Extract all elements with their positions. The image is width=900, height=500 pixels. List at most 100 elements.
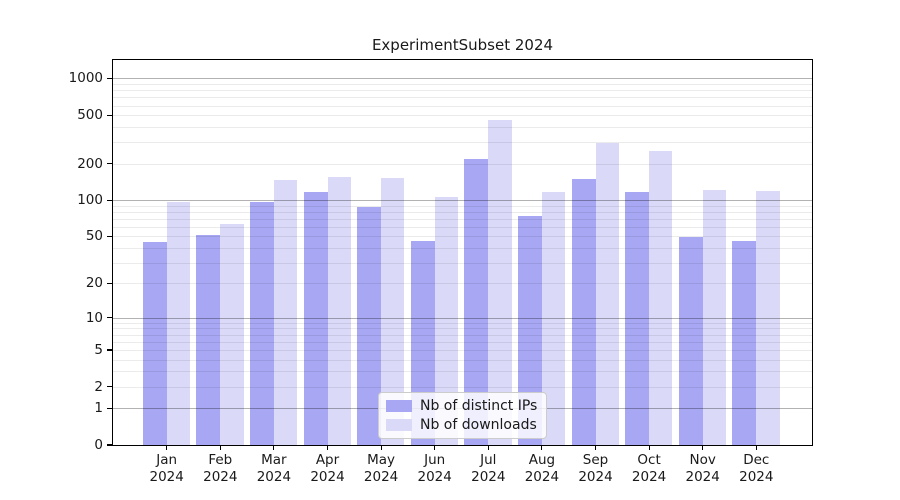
x-tick-label-feb: Feb 2024	[188, 452, 252, 486]
x-tick-label-mar: Mar 2024	[242, 452, 306, 486]
minor-gridline-80	[113, 211, 812, 213]
minor-gridline-800	[113, 90, 812, 92]
bar-distinct-ips-feb	[196, 235, 221, 445]
x-tick-year: 2024	[363, 469, 399, 485]
bar-downloads-aug	[541, 191, 566, 445]
x-tick-year: 2024	[524, 469, 560, 485]
minor-gridline-400	[113, 127, 812, 129]
bar-distinct-ips-mar	[249, 202, 274, 445]
legend-swatch	[386, 400, 412, 412]
minor-gridline-2	[113, 386, 812, 388]
y-tick-label-2: 2	[94, 378, 103, 395]
x-tick-month: Feb	[208, 452, 233, 468]
x-tick-month: Jan	[156, 452, 178, 468]
x-tick-month: Sep	[582, 452, 609, 468]
y-tick-mark-100	[107, 199, 112, 201]
legend-item-downloads: Nb of downloads	[386, 417, 537, 433]
x-tick-month: Dec	[743, 452, 770, 468]
x-tick-month: Jun	[424, 452, 446, 468]
minor-gridline-7	[113, 334, 812, 336]
y-tick-label-500: 500	[77, 107, 103, 124]
x-tick-year: 2024	[149, 469, 184, 485]
minor-gridline-9	[113, 322, 812, 324]
y-tick-mark-1000	[107, 77, 112, 80]
minor-gridline-600	[113, 105, 812, 107]
minor-gridline-6	[113, 341, 812, 343]
minor-gridline-700	[113, 97, 812, 99]
minor-gridline-3	[113, 371, 812, 373]
bar-distinct-ips-dec	[732, 240, 757, 445]
bar-downloads-nov	[702, 189, 726, 445]
y-tick-label-20: 20	[85, 275, 103, 292]
legend-swatch	[386, 419, 412, 431]
bar-distinct-ips-apr	[303, 191, 328, 445]
x-tick-label-may: May 2024	[349, 452, 413, 486]
y-tick-label-0: 0	[94, 437, 103, 453]
y-tick-label-5: 5	[94, 341, 103, 358]
bar-distinct-ips-oct	[625, 191, 650, 445]
minor-gridline-70	[113, 218, 812, 220]
bar-downloads-dec	[756, 191, 780, 445]
x-tick-month: Apr	[315, 452, 340, 468]
bar-downloads-jun	[434, 197, 458, 445]
bar-downloads-apr	[327, 177, 351, 445]
x-tick-year: 2024	[417, 469, 452, 485]
x-tick-mark-jun	[434, 445, 436, 450]
x-tick-month: May	[367, 452, 396, 468]
bar-downloads-oct	[649, 150, 673, 445]
x-tick-mark-mar	[273, 445, 275, 450]
y-tick-mark-20	[107, 282, 112, 285]
minor-gridline-40	[113, 247, 812, 249]
x-tick-year: 2024	[739, 469, 774, 485]
x-tick-label-sep: Sep 2024	[564, 452, 628, 486]
x-tick-year: 2024	[685, 469, 720, 485]
minor-gridline-5	[113, 349, 812, 351]
bar-downloads-may	[381, 178, 405, 445]
y-tick-mark-1	[107, 407, 112, 409]
x-tick-mark-feb	[219, 445, 221, 450]
bar-downloads-jan	[166, 202, 190, 445]
x-tick-label-nov: Nov 2024	[671, 452, 735, 486]
legend-label: Nb of downloads	[420, 417, 537, 433]
y-tick-mark-500	[107, 114, 112, 116]
major-gridline-10	[113, 317, 812, 319]
x-tick-year: 2024	[578, 469, 613, 485]
minor-gridline-30	[113, 262, 812, 264]
y-tick-label-1: 1	[94, 400, 103, 417]
minor-gridline-500	[113, 115, 812, 117]
x-tick-month: Oct	[637, 452, 661, 468]
minor-gridline-300	[113, 142, 812, 144]
bar-downloads-jul	[488, 120, 512, 445]
minor-gridline-200	[113, 163, 812, 165]
bar-downloads-feb	[220, 223, 244, 445]
plot-area: 0 1 2 5 10 20 50 100 200 500 1000 Jan 2024 Feb 2024 Mar…	[69, 59, 813, 485]
x-tick-month: Nov	[689, 452, 716, 468]
x-tick-mark-oct	[648, 445, 650, 450]
y-tick-label-200: 200	[77, 155, 103, 172]
y-tick-label-50: 50	[85, 228, 103, 245]
y-tick-mark-200	[107, 163, 112, 165]
x-tick-mark-nov	[702, 445, 704, 450]
y-tick-label-1000: 1000	[68, 70, 103, 87]
bar-downloads-mar	[273, 179, 298, 445]
y-tick-mark-0	[107, 444, 112, 446]
minor-gridline-8	[113, 328, 812, 330]
x-tick-label-aug: Aug 2024	[510, 452, 574, 486]
x-tick-label-jul: Jul 2024	[456, 452, 520, 486]
x-tick-mark-dec	[755, 445, 757, 450]
y-tick-mark-2	[107, 386, 112, 388]
x-tick-mark-jan	[166, 445, 168, 450]
bar-distinct-ips-sep	[571, 179, 596, 445]
x-tick-year: 2024	[471, 469, 506, 485]
x-tick-label-dec: Dec 2024	[724, 452, 788, 486]
axis-layer: 0 1 2 5 10 20 50 100 200 500 1000 Jan 2024 Feb 2024 Mar…	[69, 60, 812, 485]
minor-gridline-50	[113, 236, 812, 238]
major-gridline-100	[113, 200, 812, 202]
x-tick-month: Mar	[261, 452, 287, 468]
x-tick-mark-sep	[594, 445, 597, 450]
x-tick-year: 2024	[310, 469, 345, 485]
x-tick-mark-jul	[487, 445, 489, 450]
y-tick-mark-5	[107, 349, 112, 351]
major-gridline-1000	[113, 78, 812, 80]
